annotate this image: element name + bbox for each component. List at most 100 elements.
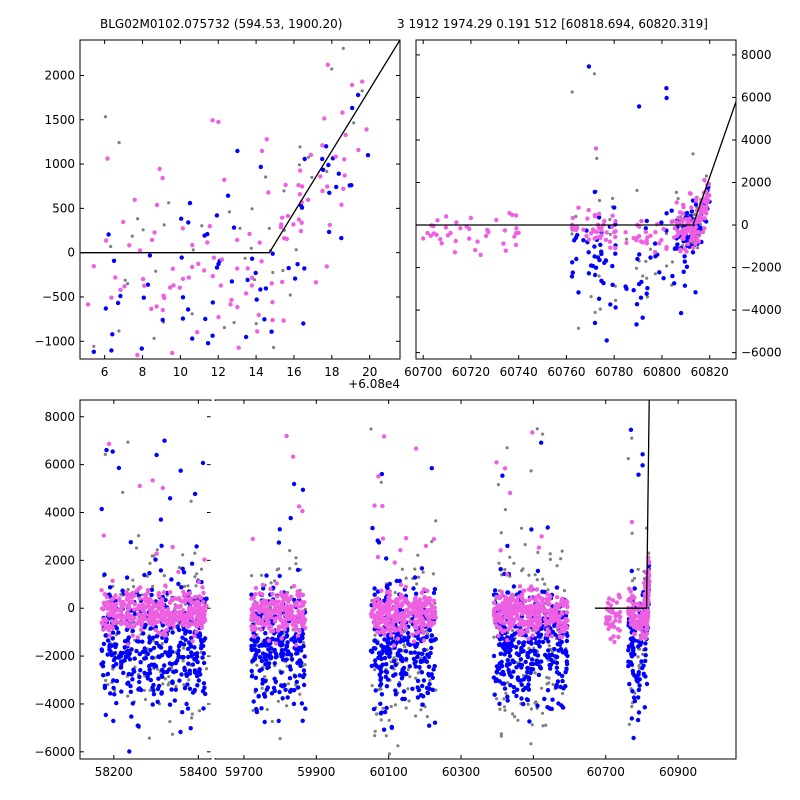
full-panel-seg2-point-pink: [563, 599, 569, 605]
full-panel-seg2-point-blue: [527, 719, 532, 724]
full-panel-seg2-point-gray: [263, 675, 267, 679]
full-panel-seg2-point-blue: [545, 525, 550, 530]
full-panel-seg2-point-pink: [250, 609, 255, 614]
recent-panel-frame: [415, 39, 737, 360]
full-panel-seg2-point-blue: [547, 706, 552, 711]
full-panel-seg2-point-gray: [533, 671, 537, 675]
recent-panel-point-pink: [684, 249, 689, 254]
full-panel-seg2-point-pink: [610, 598, 616, 603]
recent-panel-point-blue: [592, 244, 597, 249]
full-panel-seg2-point-blue: [494, 664, 500, 669]
full-panel-seg2-point-gray: [406, 687, 410, 691]
recent-panel-point-gray: [593, 310, 597, 314]
zoom-panel-point-blue: [254, 297, 259, 302]
full-panel-seg2-point-pink: [375, 554, 381, 560]
full-panel-seg1-point-pink: [138, 585, 143, 590]
recent-panel-point-gray: [589, 295, 593, 299]
full-panel-seg2-point-blue: [391, 639, 396, 644]
full-panel-seg1-point-pink: [118, 607, 124, 612]
full-panel-seg2-point-blue: [280, 657, 286, 662]
full-panel-seg2-point-pink: [273, 641, 279, 646]
full-panel-seg2-point-pink: [398, 614, 404, 619]
full-panel-seg1-point-blue: [159, 691, 164, 696]
full-panel-seg1-ytick-label: −2000: [34, 649, 75, 663]
full-panel-seg1-point-gray: [137, 534, 141, 538]
full-panel-seg2-point-blue: [295, 567, 301, 573]
full-panel-seg1-point-pink: [201, 590, 206, 596]
zoom-panel-point-pink: [259, 259, 264, 264]
full-panel-seg1-point-blue: [154, 640, 159, 646]
zoom-panel-point-pink: [207, 224, 212, 229]
full-panel-seg1-point-blue: [164, 637, 169, 642]
full-panel-seg2-point-blue: [427, 723, 432, 728]
full-panel-seg1-point-blue: [194, 654, 200, 659]
full-panel-seg2-point-pink: [419, 624, 424, 629]
zoom-panel-point-pink: [113, 275, 118, 280]
full-panel-seg2-point-pink: [559, 634, 565, 640]
recent-panel-point-pink: [454, 220, 459, 225]
full-panel-seg2-point-pink: [251, 634, 256, 639]
full-panel-seg2-point-blue: [256, 694, 261, 699]
full-panel-seg1-point-blue: [173, 660, 178, 666]
full-panel-seg2-point-pink: [560, 596, 565, 601]
full-panel-seg1-point-blue: [194, 673, 200, 678]
full-panel-seg1-point-blue: [177, 627, 182, 633]
zoom-panel-point-gray: [167, 201, 171, 205]
recent-panel-point-blue: [598, 242, 603, 247]
full-panel-seg1-point-blue: [152, 664, 157, 669]
zoom-panel-point-pink: [291, 222, 296, 227]
full-panel-seg2-point-gray: [389, 660, 393, 664]
full-panel-seg2-point-gray: [495, 697, 499, 701]
full-panel-seg1-point-blue: [184, 672, 189, 677]
full-panel-seg2-point-pink: [498, 548, 503, 553]
zoom-panel-point-blue: [139, 346, 144, 351]
full-panel-seg1-point-pink: [192, 633, 197, 639]
zoom-panel-point-gray: [136, 217, 140, 221]
full-panel-seg1-point-blue: [178, 641, 184, 646]
recent-panel-point-pink: [610, 213, 615, 218]
full-panel-seg2-point-blue: [525, 653, 530, 658]
full-panel-seg2-point-gray: [630, 704, 634, 709]
full-panel-seg2-point-blue: [263, 661, 268, 667]
full-panel-seg2-point-pink: [249, 596, 254, 601]
full-panel-seg1-point-pink: [150, 478, 155, 483]
full-panel-seg2-point-pink: [492, 606, 498, 611]
full-panel-seg1-point-pink: [185, 624, 191, 629]
full-panel-seg1-point-blue: [192, 491, 198, 497]
full-panel-seg1-point-pink: [202, 557, 207, 562]
full-panel-seg2-point-blue: [643, 658, 648, 664]
zoom-panel-point-blue: [355, 92, 361, 98]
full-panel-seg1-point-pink: [194, 614, 200, 620]
full-panel-seg1-point-blue: [124, 575, 130, 580]
full-panel-seg2-point-pink: [380, 503, 385, 509]
full-panel-seg2-point-pink: [391, 643, 397, 648]
full-panel-seg1-point-pink: [106, 441, 112, 447]
full-panel-seg2-point-blue: [421, 694, 426, 699]
full-panel-seg1-point-blue: [195, 683, 200, 688]
zoom-panel-point-blue: [301, 321, 306, 326]
recent-panel-point-blue: [657, 270, 662, 275]
full-panel-seg2-point-blue: [538, 632, 544, 637]
full-panel-seg2-point-pink: [612, 639, 617, 645]
full-panel-seg2-point-pink: [386, 595, 391, 600]
full-panel-seg2-point-blue: [640, 463, 645, 468]
full-panel-seg2-point-pink: [410, 601, 415, 606]
full-panel-seg2-point-gray: [503, 708, 507, 712]
full-panel-seg2-point-blue: [419, 566, 425, 571]
recent-panel-point-gray: [676, 197, 680, 201]
full-panel-seg2-point-pink: [516, 622, 521, 627]
recent-panel-point-pink: [681, 204, 686, 210]
full-panel-seg1-point-blue: [150, 635, 156, 640]
full-panel-seg1-point-pink: [178, 614, 183, 620]
full-panel-seg1-point-blue: [179, 585, 184, 590]
full-panel-seg2-point-pink: [297, 628, 302, 633]
full-panel-seg2-point-blue: [290, 636, 295, 642]
recent-panel-point-blue: [613, 251, 618, 256]
zoom-panel-point-pink: [219, 257, 224, 262]
full-panel-seg2-point-pink: [253, 627, 258, 632]
full-panel-seg2-point-blue: [411, 656, 417, 662]
full-panel-seg2-point-pink: [502, 606, 507, 612]
full-panel-seg1-point-gray: [126, 440, 130, 444]
full-panel-seg1-point-gray: [143, 697, 147, 702]
full-panel-seg1-point-pink: [135, 607, 140, 612]
